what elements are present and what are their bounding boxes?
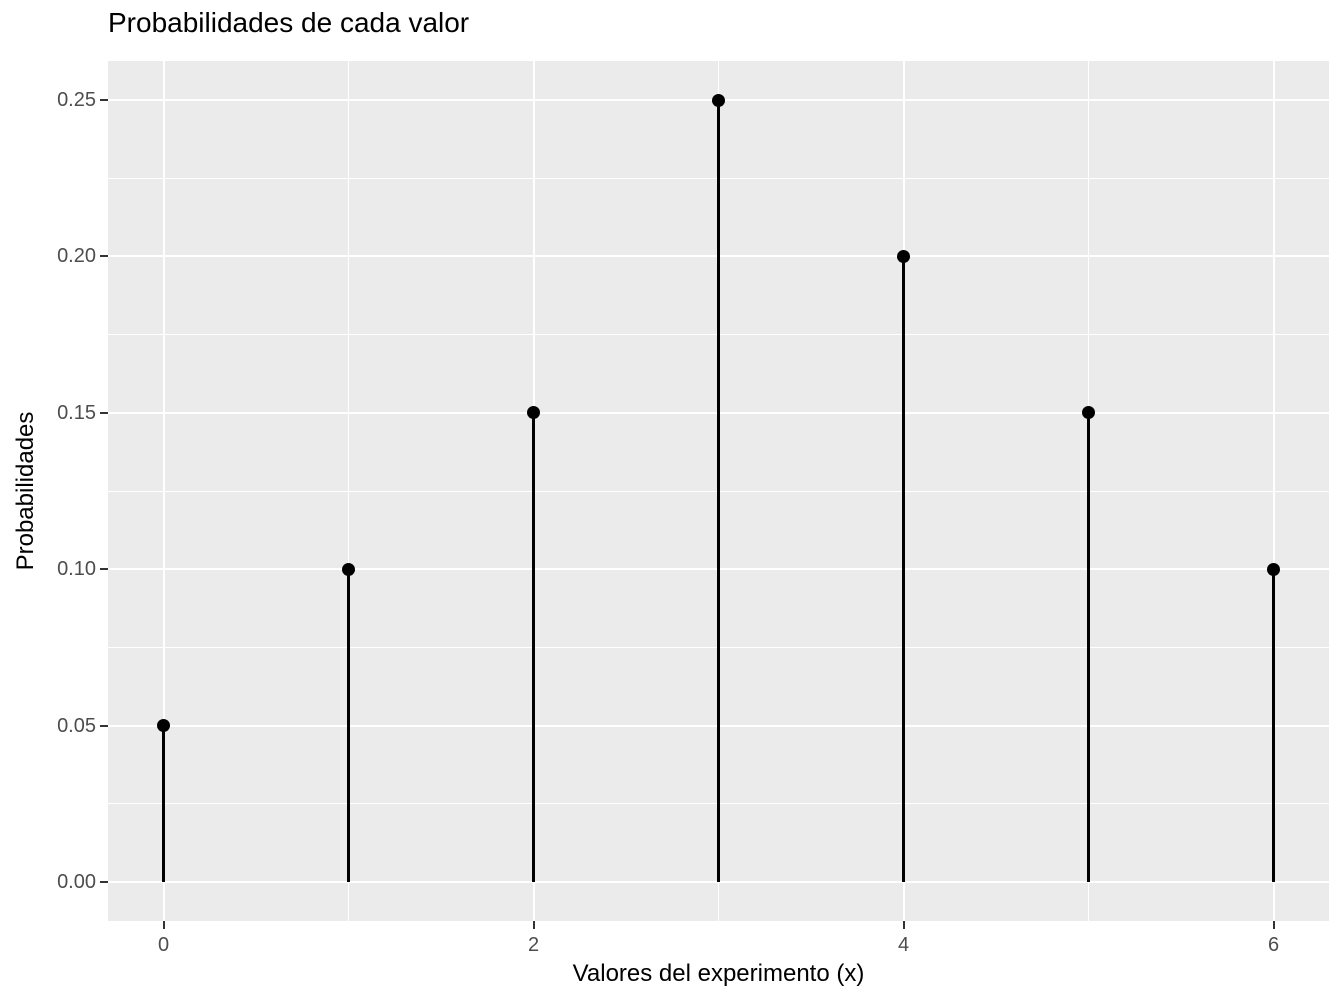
data-point: [1267, 562, 1280, 576]
data-point: [897, 249, 910, 263]
x-axis-tick-mark: [1272, 921, 1275, 929]
y-axis-tick-mark: [100, 99, 108, 102]
x-axis-tick-mark: [902, 921, 905, 929]
y-axis-tick-mark: [100, 411, 108, 414]
stem: [162, 725, 165, 882]
stem: [347, 569, 350, 882]
plot-panel: [108, 61, 1329, 921]
y-axis-tick-label: 0.10: [57, 558, 96, 581]
gridline-major-vertical: [162, 61, 165, 921]
x-axis-tick-mark: [532, 921, 535, 929]
y-axis-tick-mark: [100, 255, 108, 258]
x-axis-tick-label: 0: [157, 934, 170, 956]
stem: [1087, 412, 1090, 882]
stem: [1272, 569, 1275, 882]
stem: [532, 412, 535, 882]
y-axis-tick-label: 0.05: [57, 714, 96, 737]
data-point: [157, 719, 170, 733]
y-axis-tick-mark: [100, 724, 108, 727]
data-point: [712, 93, 725, 107]
gridline-major-horizontal: [108, 880, 1329, 883]
x-axis-tick-label: 4: [897, 934, 910, 956]
stem: [717, 100, 720, 882]
x-axis-title: Valores del experimento (x): [572, 960, 865, 987]
y-axis-tick-label: 0.20: [57, 245, 96, 268]
y-axis-tick-mark: [100, 880, 108, 883]
data-point: [342, 562, 355, 576]
data-point: [1082, 406, 1095, 420]
gridline-major-vertical: [1272, 61, 1275, 921]
data-point: [527, 406, 540, 420]
y-axis-tick-label: 0.25: [57, 89, 96, 112]
x-axis-tick-mark: [162, 921, 165, 929]
y-axis-title: Probabilidades: [12, 411, 39, 571]
y-axis-tick-label: 0.00: [57, 870, 96, 893]
x-axis-tick-label: 2: [527, 934, 540, 956]
y-axis-tick-mark: [100, 568, 108, 571]
stem: [902, 256, 905, 882]
y-axis-tick-label: 0.15: [57, 401, 96, 424]
chart-title: Probabilidades de cada valor: [108, 7, 470, 38]
x-axis-tick-label: 6: [1267, 934, 1280, 956]
